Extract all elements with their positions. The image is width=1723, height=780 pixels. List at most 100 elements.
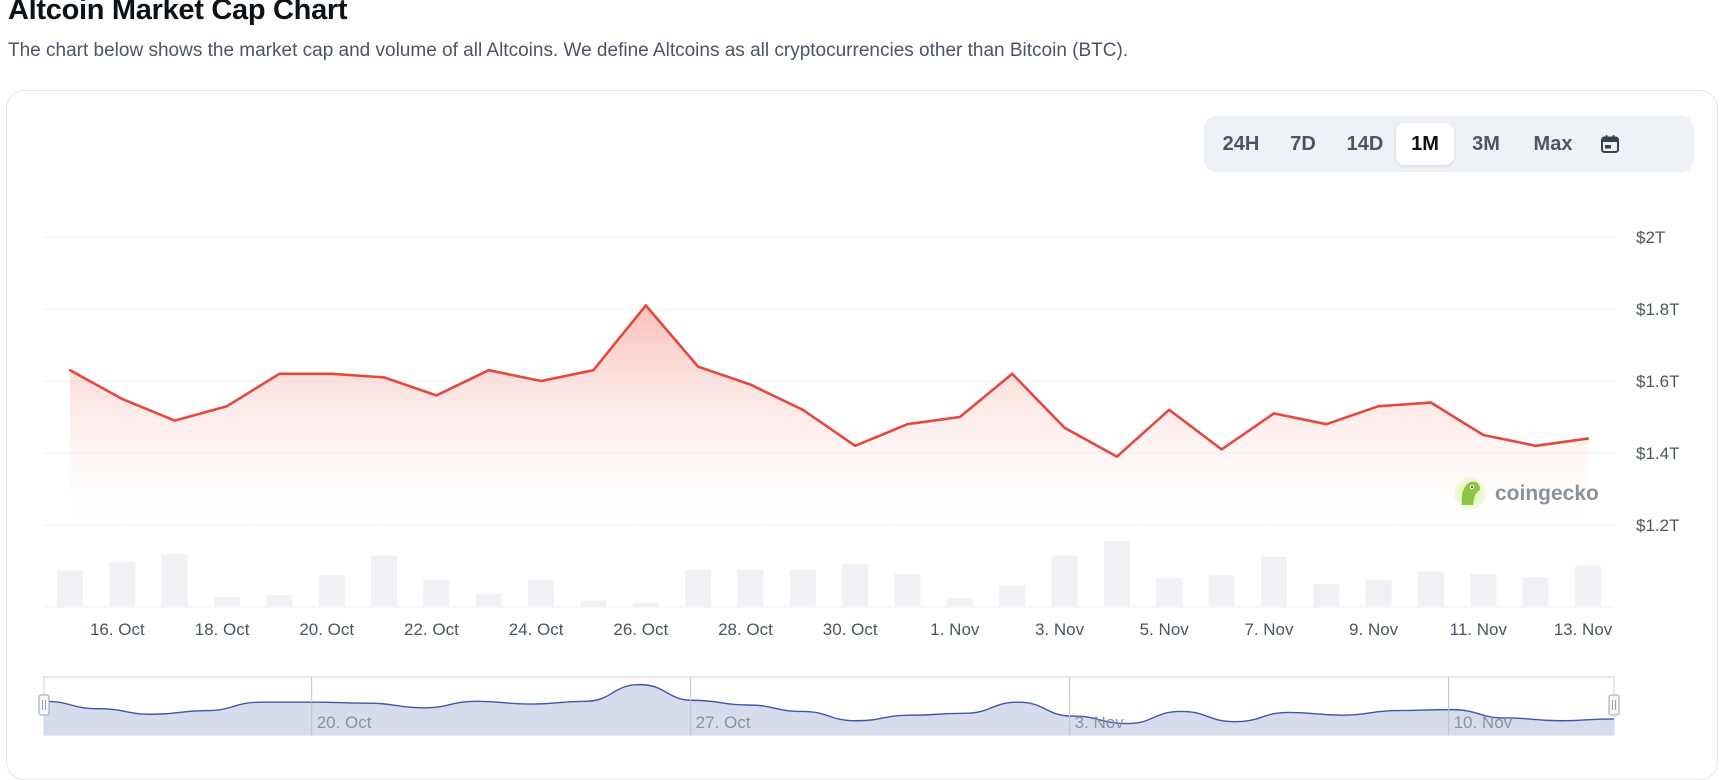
navigator-tick-label: 20. Oct	[317, 713, 372, 732]
market-cap-point[interactable]	[1482, 433, 1485, 437]
page-title: Altcoin Market Cap Chart	[8, 0, 348, 26]
range-max-button[interactable]: Max	[1533, 132, 1573, 155]
y-axis-tick-label: $1.6T	[1636, 372, 1679, 391]
volume-bar	[528, 579, 555, 607]
market-cap-point[interactable]	[1325, 423, 1328, 426]
market-cap-point[interactable]	[382, 376, 386, 379]
page-description: The chart below shows the market cap and…	[8, 40, 1129, 61]
x-axis-tick-label: 20. Oct	[299, 620, 354, 639]
market-cap-point[interactable]	[330, 372, 333, 375]
calendar-icon[interactable]	[1588, 123, 1632, 165]
y-axis-tick-label: $2T	[1636, 228, 1665, 247]
volume-bar	[109, 562, 136, 607]
market-cap-point[interactable]	[68, 369, 72, 372]
time-range-selector: 24H 7D 14D 1M 3M Max	[1204, 116, 1694, 172]
volume-bar	[894, 574, 921, 607]
market-cap-point[interactable]	[487, 369, 490, 372]
market-cap-point[interactable]	[1115, 455, 1119, 458]
range-1m-button[interactable]: 1M	[1396, 123, 1454, 165]
coingecko-watermark: coingecko	[1454, 477, 1599, 509]
market-cap-point[interactable]	[1011, 372, 1014, 375]
range-navigator[interactable]: 20. Oct 27. Oct 3. Nov 10. Nov	[38, 676, 1620, 736]
market-cap-point[interactable]	[1534, 444, 1537, 447]
volume-bar	[1260, 556, 1287, 607]
navigator-left-handle[interactable]	[38, 694, 50, 716]
navigator-area	[44, 684, 1614, 735]
market-cap-point[interactable]	[539, 379, 543, 383]
volume-bar	[1575, 565, 1601, 607]
volume-bar	[1418, 571, 1444, 607]
market-cap-line	[69, 304, 1589, 458]
navigator-right-handle[interactable]	[1608, 694, 1620, 716]
market-cap-point[interactable]	[1377, 405, 1380, 408]
range-7d-button[interactable]: 7D	[1290, 132, 1316, 155]
market-cap-point[interactable]	[173, 419, 176, 422]
market-cap-point[interactable]	[958, 415, 962, 419]
volume-bar	[632, 603, 659, 607]
volume-bar	[685, 569, 712, 607]
market-cap-area	[70, 305, 1588, 528]
volume-bar	[371, 555, 398, 607]
market-cap-point[interactable]	[1429, 401, 1433, 404]
volume-bar	[1522, 577, 1549, 607]
market-cap-point[interactable]	[854, 444, 857, 447]
navigator-tick-label: 10. Nov	[1454, 713, 1513, 732]
market-cap-point[interactable]	[644, 304, 647, 307]
volume-bar	[1051, 555, 1078, 607]
volume-bar	[1470, 574, 1497, 607]
y-axis-tick-label: $1.4T	[1636, 444, 1679, 463]
gecko-head-icon	[1461, 481, 1480, 505]
volume-bar	[1103, 541, 1130, 607]
volume-bar	[1208, 575, 1235, 607]
volume-bar	[423, 579, 450, 607]
x-axis-tick-label: 13. Nov	[1554, 620, 1613, 639]
range-14d-button[interactable]: 14D	[1346, 132, 1384, 155]
market-cap-point[interactable]	[696, 365, 700, 368]
y-axis-tick-label: $1.2T	[1636, 516, 1679, 535]
volume-bar	[580, 600, 607, 607]
x-axis-tick-label: 11. Nov	[1450, 620, 1508, 639]
market-cap-point[interactable]	[225, 405, 229, 408]
market-cap-point[interactable]	[278, 372, 281, 375]
volume-bar	[161, 554, 188, 607]
volume-bar	[1313, 583, 1340, 607]
x-axis-tick-label: 24. Oct	[509, 620, 564, 639]
volume-bar	[999, 585, 1026, 607]
range-24h-button[interactable]: 24H	[1222, 132, 1260, 155]
volume-bar	[214, 597, 240, 607]
x-axis-tick-label: 16. Oct	[90, 620, 145, 639]
x-axis-tick-label: 3. Nov	[1035, 620, 1085, 639]
volume-bar	[266, 595, 293, 607]
market-cap-point[interactable]	[1168, 408, 1171, 411]
x-axis-tick-label: 30. Oct	[823, 620, 878, 639]
x-axis-tick-label: 5. Nov	[1140, 620, 1190, 639]
market-cap-point[interactable]	[121, 397, 124, 401]
x-axis-tick-label: 28. Oct	[718, 620, 773, 639]
volume-bar	[1365, 579, 1392, 607]
market-cap-point[interactable]	[1220, 448, 1223, 451]
volume-bar	[318, 575, 345, 607]
range-3m-button[interactable]: 3M	[1472, 132, 1500, 155]
market-cap-point[interactable]	[1272, 412, 1276, 415]
navigator-line	[43, 683, 1615, 725]
volume-bar	[475, 593, 502, 607]
volume-bar	[842, 564, 869, 607]
volume-bar	[1156, 578, 1183, 607]
market-cap-point[interactable]	[435, 394, 438, 397]
x-axis-tick-label: 1. Nov	[930, 620, 980, 639]
brand-name: coingecko	[1495, 482, 1599, 505]
volume-bar	[57, 570, 83, 607]
volume-bar	[946, 597, 973, 607]
market-cap-point[interactable]	[801, 408, 804, 411]
x-axis-tick-label: 26. Oct	[613, 620, 668, 639]
market-cap-point[interactable]	[906, 423, 909, 426]
x-axis-tick-label: 22. Oct	[404, 620, 459, 639]
market-cap-point[interactable]	[1586, 437, 1590, 440]
x-axis-tick-label: 7. Nov	[1244, 620, 1294, 639]
market-cap-point[interactable]	[1063, 426, 1066, 429]
y-axis-tick-label: $1.8T	[1636, 300, 1679, 319]
market-cap-point[interactable]	[592, 369, 595, 372]
market-cap-point[interactable]	[749, 383, 752, 386]
navigator-tick-label: 3. Nov	[1075, 713, 1125, 732]
